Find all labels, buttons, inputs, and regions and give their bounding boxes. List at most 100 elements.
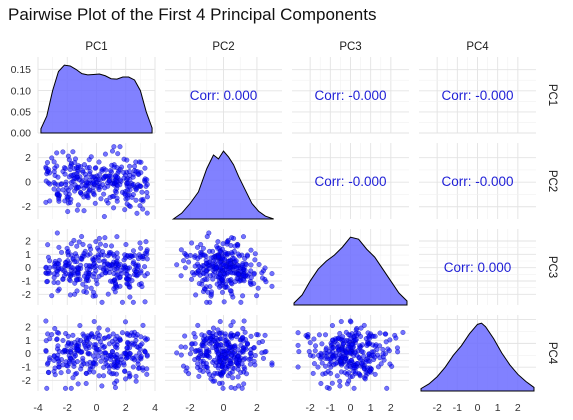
x-tick-label: 4 xyxy=(152,402,158,414)
scatter-point xyxy=(67,163,74,169)
x-tick-label: -2 xyxy=(305,402,314,414)
scatter-point xyxy=(87,351,93,357)
scatter-point xyxy=(83,370,89,376)
scatter-point xyxy=(385,346,391,352)
scatter-point xyxy=(47,357,53,363)
scatter-point xyxy=(252,353,258,359)
scatter-point xyxy=(139,189,145,195)
scatter-point xyxy=(328,364,334,370)
scatter-point xyxy=(102,235,108,241)
scatter-point xyxy=(324,385,330,391)
scatter-point xyxy=(88,154,94,160)
scatter-point xyxy=(133,353,139,359)
scatter-point xyxy=(125,340,131,346)
scatter-point xyxy=(133,197,139,203)
scatter-point xyxy=(112,385,118,391)
scatter-point xyxy=(65,368,71,375)
scatter-point xyxy=(330,354,336,360)
scatter-point xyxy=(200,343,206,349)
scatter-point xyxy=(221,299,227,305)
scatter-point xyxy=(119,299,126,305)
scatter-point xyxy=(248,268,254,274)
y-tick-label: -1 xyxy=(22,276,31,288)
scatter-point xyxy=(97,241,103,247)
scatter-point xyxy=(315,364,321,370)
scatter-point xyxy=(337,383,343,389)
scatter-point xyxy=(122,376,129,382)
scatter-point xyxy=(106,365,112,371)
scatter-point xyxy=(76,266,82,272)
scatter-point xyxy=(61,347,67,353)
scatter-point xyxy=(65,248,71,254)
scatter-point xyxy=(84,361,90,367)
scatter-point xyxy=(295,342,301,348)
scatter-point xyxy=(236,356,242,362)
scatter-point xyxy=(114,266,120,272)
scatter-point xyxy=(58,181,64,187)
scatter-point xyxy=(75,270,81,277)
scatter-point xyxy=(81,333,87,339)
scatter-point xyxy=(189,276,195,282)
panel-PC3-PC4: Corr: 0.000 xyxy=(419,229,536,305)
scatter-point xyxy=(68,184,74,190)
scatter-point xyxy=(354,361,360,367)
scatter-point xyxy=(93,277,99,283)
scatter-point xyxy=(182,344,188,350)
scatter-point xyxy=(88,285,94,291)
scatter-point xyxy=(144,248,150,254)
scatter-point xyxy=(127,294,133,300)
y-tick-label: 0 xyxy=(25,348,31,360)
x-tick-label: 2 xyxy=(123,402,129,414)
scatter-point xyxy=(320,371,326,377)
scatter-point xyxy=(230,375,236,381)
strip-label-right: PC4 xyxy=(546,342,558,365)
scatter-point xyxy=(54,336,60,342)
scatter-point xyxy=(196,281,202,287)
scatter-point xyxy=(364,342,370,349)
scatter-point xyxy=(260,355,267,361)
scatter-point xyxy=(137,254,143,260)
scatter-point xyxy=(82,343,88,349)
scatter-point xyxy=(375,364,381,370)
scatter-point xyxy=(330,337,336,343)
scatter-point xyxy=(372,371,378,377)
scatter-point xyxy=(220,361,226,367)
scatter-point xyxy=(235,366,241,372)
scatter-point xyxy=(244,252,250,258)
scatter-point xyxy=(49,155,55,161)
scatter-point xyxy=(78,255,84,262)
scatter-point xyxy=(116,168,122,174)
scatter-point xyxy=(111,193,117,199)
scatter-point xyxy=(72,251,79,257)
x-tick-label: 2 xyxy=(388,402,394,414)
scatter-point xyxy=(244,340,250,346)
scatter-point xyxy=(380,346,386,353)
scatter-point xyxy=(111,362,117,368)
scatter-point xyxy=(227,266,233,272)
scatter-point xyxy=(84,179,90,185)
scatter-point xyxy=(114,183,120,189)
scatter-point xyxy=(355,331,362,337)
scatter-point xyxy=(196,373,202,379)
scatter-point xyxy=(67,292,73,298)
scatter-point xyxy=(187,351,193,357)
scatter-point xyxy=(47,181,53,187)
scatter-point xyxy=(353,369,359,375)
scatter-point xyxy=(215,327,221,333)
scatter-point xyxy=(142,349,148,355)
scatter-point xyxy=(140,196,146,202)
scatter-point xyxy=(140,322,146,328)
scatter-point xyxy=(131,163,138,169)
scatter-point xyxy=(126,374,133,380)
scatter-point xyxy=(223,342,230,348)
scatter-point xyxy=(66,358,72,364)
scatter-point xyxy=(124,201,130,207)
scatter-point xyxy=(67,200,73,206)
correlation-label: Corr: -0.000 xyxy=(441,174,513,189)
scatter-point xyxy=(206,371,213,377)
scatter-point xyxy=(191,330,197,337)
scatter-point xyxy=(358,325,364,331)
scatter-point xyxy=(362,376,368,382)
scatter-point xyxy=(90,289,97,295)
scatter-point xyxy=(220,345,226,351)
